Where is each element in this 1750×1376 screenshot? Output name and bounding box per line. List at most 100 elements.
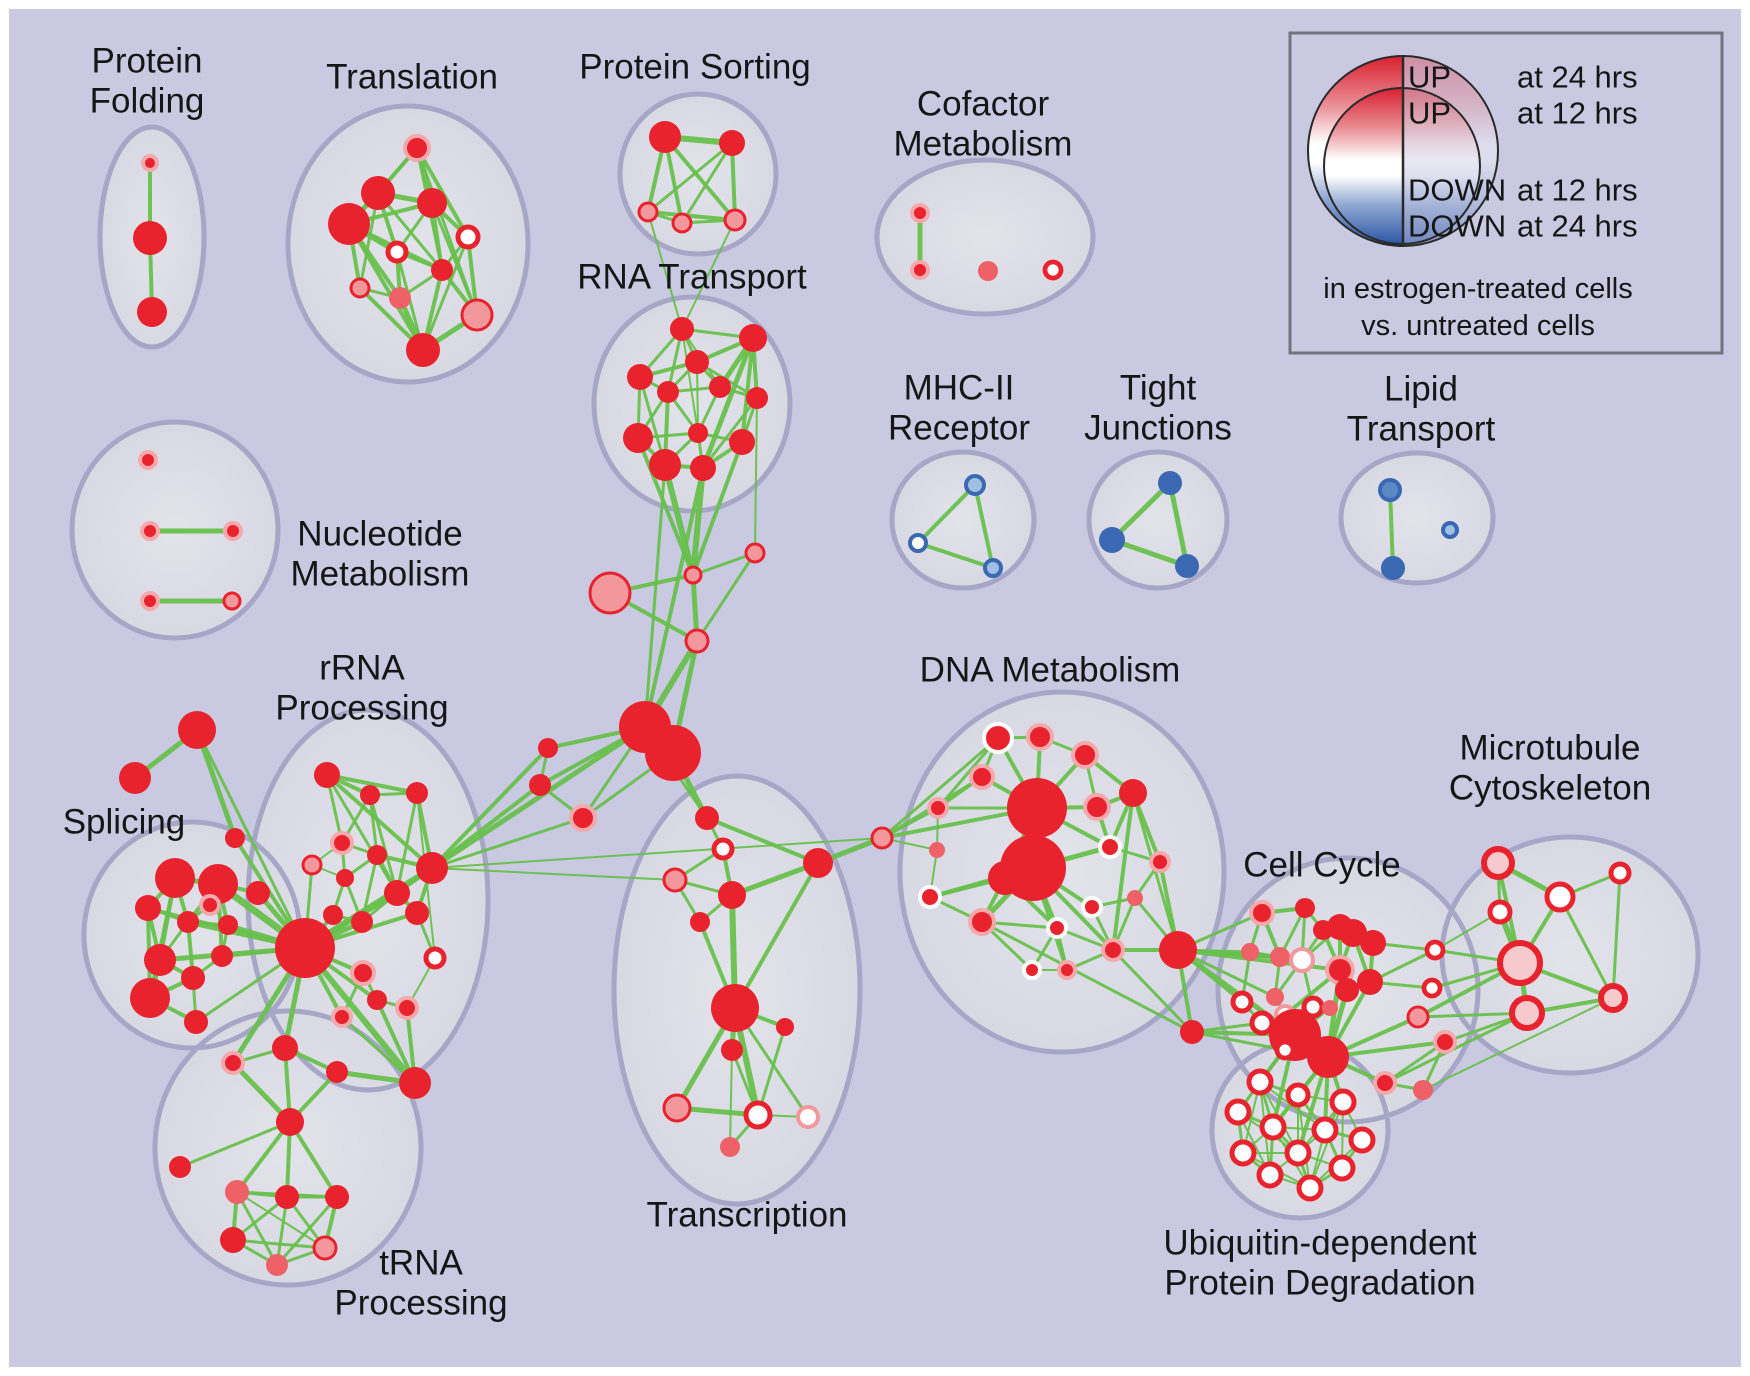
gene-node	[169, 1156, 191, 1178]
gene-node	[1360, 930, 1386, 956]
gene-node	[1022, 960, 1042, 980]
legend-time-label: at 24 hrs	[1517, 209, 1638, 244]
gene-node	[1295, 898, 1315, 918]
gene-node	[645, 725, 701, 781]
gene-node	[218, 915, 238, 935]
cluster-label-protein-sorting: Protein Sorting	[579, 48, 811, 87]
cluster-label-protein-folding: Folding	[90, 82, 205, 121]
gene-node	[199, 894, 221, 916]
interaction-edge	[1422, 997, 1614, 1091]
gene-node	[1301, 995, 1325, 1019]
interaction-edge	[681, 328, 699, 434]
interaction-edge	[395, 791, 419, 895]
gene-node	[1007, 778, 1067, 838]
gene-node	[1158, 471, 1182, 495]
legend-direction-label: UP	[1408, 96, 1451, 131]
gene-node	[1322, 1000, 1338, 1016]
gene-node	[223, 521, 243, 541]
gene-node	[1509, 995, 1545, 1031]
cluster-label-protein-folding: Protein	[92, 42, 203, 81]
gene-node	[964, 474, 986, 496]
interaction-edge	[368, 793, 399, 895]
gene-node	[395, 996, 419, 1020]
interaction-edge	[195, 728, 307, 950]
gene-node	[399, 1067, 431, 1099]
gene-node	[918, 885, 942, 909]
interaction-edge	[647, 211, 683, 330]
gene-node	[361, 176, 395, 210]
interaction-edge	[340, 1015, 417, 1085]
interaction-edge	[236, 1191, 326, 1249]
gene-node	[222, 591, 242, 611]
gene-node	[1598, 983, 1628, 1013]
interaction-edge	[733, 861, 820, 1010]
gene-node	[1328, 1154, 1356, 1182]
interaction-edge	[663, 135, 737, 222]
gene-node	[225, 828, 245, 848]
gene-node	[637, 201, 659, 223]
interaction-edge	[705, 816, 820, 865]
gene-node	[423, 946, 447, 970]
gene-node	[1433, 1030, 1457, 1054]
gene-node	[1101, 938, 1125, 962]
gene-node	[1378, 478, 1402, 502]
cluster-label-rna-transport: RNA Transport	[577, 258, 807, 297]
gene-node	[1266, 988, 1284, 1006]
gene-node	[119, 762, 151, 794]
cluster-outline-lipid-transport	[1338, 450, 1496, 586]
gene-node	[1421, 977, 1443, 999]
gene-node	[312, 1235, 338, 1261]
interaction-edge	[288, 1120, 339, 1199]
gene-node	[1335, 978, 1359, 1002]
interaction-edge	[235, 1190, 279, 1267]
cluster-label-trna-processing: tRNA	[379, 1244, 463, 1283]
interaction-edge	[430, 816, 585, 870]
gene-node	[220, 1227, 246, 1253]
interaction-edge	[740, 336, 755, 444]
gene-node	[385, 240, 409, 264]
gene-node	[1487, 899, 1513, 925]
interaction-edge	[1109, 537, 1190, 569]
gene-node	[1284, 1139, 1312, 1167]
interaction-edge	[178, 1120, 292, 1169]
gene-node	[1481, 846, 1515, 880]
legend-note: vs. untreated cells	[1361, 310, 1595, 342]
gene-node	[1497, 940, 1543, 986]
gene-node	[718, 881, 746, 909]
cluster-label-mhc-ii-receptor: Receptor	[888, 409, 1030, 448]
gene-node	[178, 711, 216, 749]
interaction-edge	[430, 201, 479, 317]
gene-node	[662, 867, 688, 893]
interaction-edge	[1167, 480, 1190, 569]
gene-node	[177, 911, 199, 933]
gene-node	[130, 978, 170, 1018]
gene-node	[627, 364, 653, 390]
gene-node	[1246, 1068, 1274, 1096]
gene-node	[670, 317, 694, 341]
gene-node	[1119, 779, 1147, 807]
gene-node	[1357, 969, 1383, 995]
interaction-edge	[1388, 488, 1395, 570]
cluster-outline-cofactor-metabolism	[874, 157, 1096, 317]
gene-node	[711, 984, 759, 1032]
gene-node	[360, 785, 380, 805]
interaction-edge	[235, 1120, 292, 1194]
interaction-edge	[1111, 791, 1135, 952]
gene-node	[275, 918, 335, 978]
gene-node	[983, 558, 1003, 578]
interaction-edge	[1416, 1011, 1529, 1019]
gene-node	[198, 864, 238, 904]
gene-node	[406, 333, 440, 367]
gene-node	[155, 858, 195, 898]
gene-node	[662, 1093, 692, 1123]
gene-node	[330, 831, 354, 855]
cluster-label-ubiquitin-dependent-protein-degradation: Protein Degradation	[1164, 1264, 1475, 1303]
cluster-outline-mhc-ii-receptor	[889, 449, 1037, 591]
legend-direction-label: DOWN	[1408, 209, 1506, 244]
gene-node	[350, 960, 376, 986]
gene-node	[301, 854, 323, 876]
interaction-edge	[1383, 1011, 1529, 1085]
interaction-edge	[430, 746, 550, 870]
